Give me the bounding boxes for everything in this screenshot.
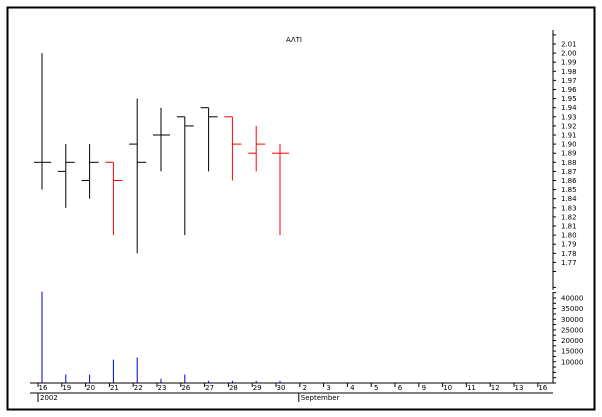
x-tick-label: 2 xyxy=(303,384,307,392)
chart-title: ΑΛΤΙ xyxy=(286,36,302,44)
price-tick-label: 1.88 xyxy=(561,159,577,167)
price-tick-label: 1.90 xyxy=(561,141,577,149)
volume-tick-label: 40000 xyxy=(561,295,583,303)
price-tick-label: 1.81 xyxy=(561,223,577,231)
x-tick-label: 4 xyxy=(350,384,355,392)
volume-tick-label: 35000 xyxy=(561,305,583,313)
x-tick-label: 27 xyxy=(205,384,214,392)
volume-tick-label: 25000 xyxy=(561,326,583,334)
price-tick-label: 1.95 xyxy=(561,95,577,103)
x-tick-label: 6 xyxy=(398,384,403,392)
x-tick-label: 22 xyxy=(134,384,143,392)
price-tick-label: 1.97 xyxy=(561,77,577,85)
price-tick-label: 1.93 xyxy=(561,113,577,121)
volume-tick-label: 20000 xyxy=(561,337,583,345)
price-tick-label: 1.78 xyxy=(561,250,577,258)
x-tick-label: 28 xyxy=(229,384,238,392)
x-tick-label: 3 xyxy=(326,384,330,392)
x-tick-label: 29 xyxy=(253,384,262,392)
x-tick-label: 23 xyxy=(158,384,167,392)
x-tick-label: 13 xyxy=(515,384,524,392)
x-tick-label: 5 xyxy=(374,384,378,392)
x-tick-label: 19 xyxy=(62,384,71,392)
x-tick-label: 20 xyxy=(86,384,95,392)
price-tick-label: 1.99 xyxy=(561,59,577,67)
x-tick-label: 10 xyxy=(443,384,452,392)
price-tick-label: 1.77 xyxy=(561,259,577,267)
price-tick-label: 1.83 xyxy=(561,204,577,212)
volume-tick-label: 15000 xyxy=(561,348,583,356)
x-tick-label: 16 xyxy=(538,384,547,392)
price-tick-label: 1.79 xyxy=(561,241,577,249)
volume-tick-label: 10000 xyxy=(561,358,583,366)
chart-border xyxy=(7,7,595,410)
price-tick-label: 1.87 xyxy=(561,168,577,176)
price-tick-label: 1.94 xyxy=(561,104,577,112)
period-label: September xyxy=(301,394,340,402)
x-tick-label: 21 xyxy=(110,384,119,392)
price-tick-label: 1.92 xyxy=(561,122,577,130)
price-tick-label: 2.00 xyxy=(561,50,577,58)
price-tick-label: 2.01 xyxy=(561,41,577,49)
price-tick-label: 1.80 xyxy=(561,232,577,240)
x-tick-label: 30 xyxy=(277,384,286,392)
x-tick-label: 26 xyxy=(181,384,190,392)
price-tick-label: 1.82 xyxy=(561,213,577,221)
x-tick-label: 12 xyxy=(491,384,500,392)
price-tick-label: 1.91 xyxy=(561,132,577,140)
price-tick-label: 1.89 xyxy=(561,150,577,158)
period-label: 2002 xyxy=(40,394,58,402)
volume-tick-label: 30000 xyxy=(561,316,583,324)
price-tick-label: 1.85 xyxy=(561,186,577,194)
x-tick-label: 9 xyxy=(422,384,426,392)
x-tick-label: 16 xyxy=(39,384,48,392)
price-tick-label: 1.98 xyxy=(561,68,577,76)
x-tick-label: 11 xyxy=(467,384,476,392)
price-tick-label: 1.86 xyxy=(561,177,577,185)
price-tick-label: 1.96 xyxy=(561,86,577,94)
price-tick-label: 1.84 xyxy=(561,195,577,203)
